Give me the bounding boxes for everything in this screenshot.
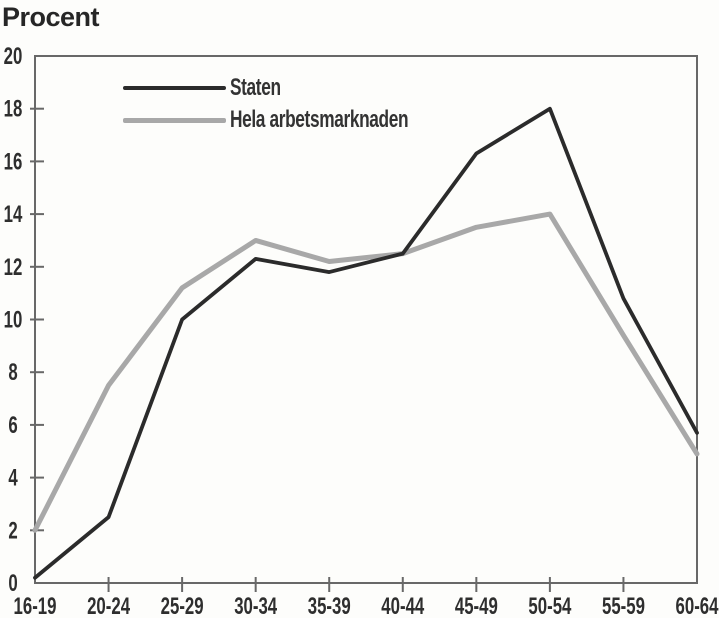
legend-item-hela-arbetsmarknaden: Hela arbetsmarknaden	[123, 104, 477, 136]
y-axis-tick-label: 2	[8, 517, 17, 544]
legend-line-swatch-staten	[123, 86, 226, 90]
y-axis-tick-label: 20	[4, 43, 23, 70]
x-axis-tick-label: 20-24	[87, 593, 130, 618]
x-axis-tick-label: 45-49	[455, 593, 498, 618]
series-line-hela-arbetsmarknaden	[32, 211, 700, 533]
y-axis-tick-label: 14	[4, 201, 23, 228]
x-axis-tick-label: 40-44	[381, 593, 424, 618]
chart-title: Procent	[2, 2, 100, 32]
y-axis-tick-label: 6	[8, 412, 17, 439]
x-axis-tick-label: 25-29	[161, 593, 204, 618]
legend-label-hela-arbetsmarknaden: Hela arbetsmarknaden	[230, 106, 409, 133]
legend-label-staten: Staten	[230, 74, 281, 101]
chart-legend: Staten Hela arbetsmarknaden	[123, 72, 477, 136]
x-axis-tick-label: 30-34	[234, 593, 277, 618]
legend-item-staten: Staten	[123, 72, 477, 104]
x-axis-tick-label: 55-59	[602, 593, 645, 618]
x-axis-tick-label: 35-39	[308, 593, 351, 618]
legend-line-swatch-hela-arbetsmarknaden	[123, 117, 226, 123]
x-axis-tick-label: 50-54	[528, 593, 571, 618]
y-axis-tick-label: 16	[4, 149, 23, 176]
y-axis-tick-label: 12	[4, 254, 23, 281]
x-axis-tick-label: 16-19	[14, 593, 57, 618]
y-axis-tick-label: 8	[8, 359, 17, 386]
y-axis-tick-label: 0	[8, 570, 17, 597]
x-axis-tick-label: 60-64	[676, 593, 719, 618]
y-axis-tick-label: 4	[8, 465, 18, 492]
y-axis-tick-label: 18	[4, 96, 23, 123]
series-line-staten	[33, 106, 699, 580]
y-axis-tick-label: 10	[4, 307, 23, 334]
